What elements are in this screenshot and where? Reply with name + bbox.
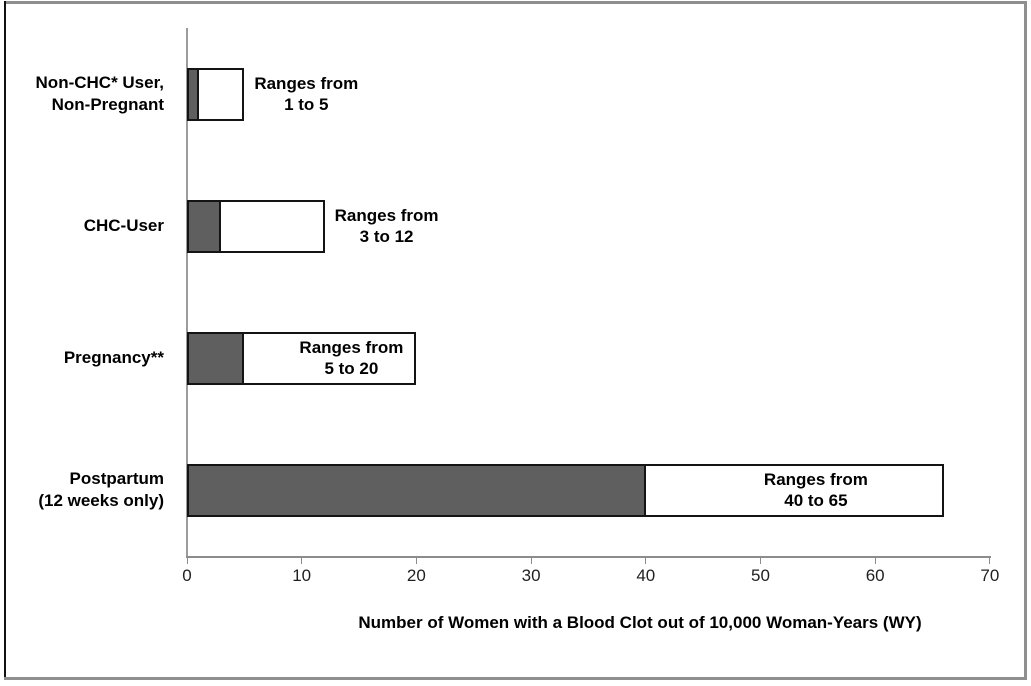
x-axis-tick bbox=[415, 558, 417, 564]
x-axis-title: Number of Women with a Blood Clot out of… bbox=[358, 613, 922, 632]
range-label: Ranges from 3 to 12 bbox=[327, 205, 447, 247]
bar-segment-light bbox=[242, 331, 417, 385]
x-axis-tick-label: 50 bbox=[751, 566, 770, 585]
x-axis-tick-label: 70 bbox=[980, 566, 1000, 585]
category-label-line: Non-CHC* User, bbox=[35, 73, 164, 92]
category-label-line: Postpartum bbox=[69, 469, 164, 488]
range-label-line: 5 to 20 bbox=[324, 359, 379, 378]
range-label-line: Ranges from bbox=[334, 206, 439, 225]
range-label-line: 40 to 65 bbox=[784, 491, 848, 510]
range-label: Ranges from 5 to 20 bbox=[291, 337, 411, 379]
x-axis-tick bbox=[874, 558, 876, 564]
bar-segment-light bbox=[196, 67, 245, 121]
range-label-line: 3 to 12 bbox=[359, 227, 414, 246]
chart-border-bottom bbox=[4, 677, 1027, 680]
x-axis-tick-label: 60 bbox=[865, 566, 885, 585]
x-axis-tick bbox=[186, 558, 188, 564]
bar-segment-light bbox=[643, 463, 944, 517]
range-label: Ranges from 1 to 5 bbox=[246, 73, 366, 115]
category-label-line: Non-Pregnant bbox=[51, 95, 164, 114]
category-label: Non-CHC* User, Non-Pregnant bbox=[0, 28, 164, 160]
y-axis-line bbox=[186, 28, 188, 556]
x-axis-tick bbox=[530, 558, 532, 564]
x-axis-tick bbox=[760, 558, 761, 564]
range-label-line: Ranges from bbox=[763, 470, 868, 489]
chart-border-top bbox=[4, 1, 1027, 4]
x-axis-tick-label: 10 bbox=[292, 566, 312, 585]
x-axis-tick-label: 20 bbox=[406, 566, 426, 585]
category-label: Pregnancy** bbox=[0, 292, 164, 424]
category-label-line: (12 weeks only) bbox=[38, 491, 164, 510]
bar-segment-light bbox=[219, 199, 325, 253]
range-label: Ranges from 40 to 65 bbox=[756, 469, 876, 511]
bar-segment-dark bbox=[187, 463, 646, 517]
x-axis-tick-label: 0 bbox=[182, 566, 192, 585]
category-label: CHC-User bbox=[0, 160, 164, 292]
x-axis-tick bbox=[989, 558, 991, 564]
chart-border-left bbox=[4, 1, 6, 680]
x-axis-tick-label: 40 bbox=[636, 566, 656, 585]
x-axis-tick bbox=[301, 558, 303, 564]
category-label-line: Pregnancy** bbox=[63, 348, 164, 367]
bar-segment-dark bbox=[187, 331, 245, 385]
range-label-line: 1 to 5 bbox=[284, 95, 329, 114]
x-axis-tick-label: 30 bbox=[521, 566, 541, 585]
range-label-line: Ranges from bbox=[254, 74, 359, 93]
category-label-line: CHC-User bbox=[83, 216, 164, 235]
category-label: Postpartum (12 weeks only) bbox=[0, 424, 164, 556]
x-axis-tick bbox=[645, 558, 647, 564]
x-axis-line bbox=[186, 556, 991, 558]
bar-segment-dark bbox=[187, 199, 222, 253]
chart-border-right bbox=[1024, 1, 1027, 680]
range-label-line: Ranges from bbox=[299, 338, 404, 357]
